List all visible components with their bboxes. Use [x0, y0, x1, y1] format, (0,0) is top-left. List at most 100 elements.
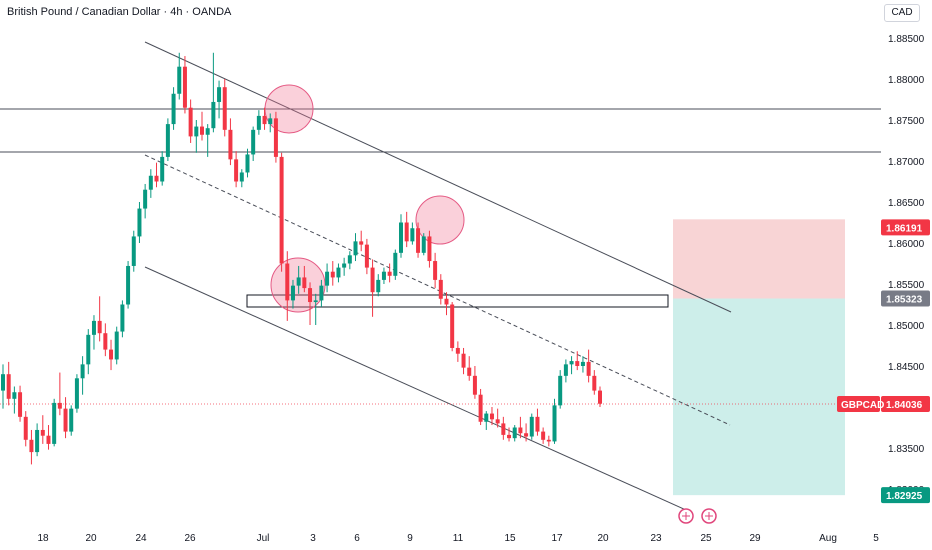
candle[interactable] — [114, 326, 119, 365]
candle[interactable] — [177, 52, 182, 100]
candle[interactable] — [478, 388, 483, 426]
candle[interactable] — [501, 416, 506, 440]
candle[interactable] — [535, 408, 540, 436]
candle[interactable] — [69, 405, 74, 436]
candle[interactable] — [222, 79, 227, 137]
candle[interactable] — [342, 257, 347, 276]
candle[interactable] — [148, 169, 153, 198]
candle[interactable] — [512, 425, 517, 442]
highlight-circle[interactable] — [415, 195, 465, 245]
candle[interactable] — [245, 148, 250, 178]
candle[interactable] — [569, 356, 574, 375]
candle[interactable] — [598, 386, 602, 408]
candle[interactable] — [359, 230, 364, 252]
candle[interactable] — [273, 111, 278, 163]
candle[interactable] — [63, 397, 68, 439]
candle[interactable] — [57, 372, 62, 416]
candle[interactable] — [131, 230, 136, 272]
candle[interactable] — [325, 263, 330, 293]
candle[interactable] — [484, 411, 489, 430]
candle[interactable] — [381, 267, 386, 284]
candle[interactable] — [467, 356, 472, 381]
candle[interactable] — [507, 427, 512, 442]
candle[interactable] — [109, 339, 114, 371]
candle[interactable] — [103, 323, 108, 357]
channel-lower-line[interactable] — [144, 266, 687, 511]
channel-upper-line[interactable] — [144, 41, 732, 313]
candle[interactable] — [404, 211, 409, 248]
candle[interactable] — [74, 374, 79, 413]
candle[interactable] — [524, 423, 529, 442]
candle[interactable] — [120, 300, 125, 338]
candle[interactable] — [438, 274, 443, 305]
candle[interactable] — [472, 366, 477, 399]
candle[interactable] — [217, 80, 222, 119]
candle[interactable] — [251, 126, 256, 161]
candle[interactable] — [552, 398, 557, 444]
candle[interactable] — [347, 251, 352, 270]
candle[interactable] — [137, 202, 142, 243]
candle[interactable] — [410, 222, 415, 245]
candle[interactable] — [268, 113, 273, 133]
candle[interactable] — [18, 385, 23, 422]
candle[interactable] — [387, 263, 392, 283]
candle[interactable] — [188, 99, 193, 143]
currency-button[interactable]: CAD — [884, 4, 920, 22]
candle[interactable] — [330, 261, 335, 286]
channel-midline[interactable] — [144, 154, 731, 426]
candle[interactable] — [211, 52, 216, 133]
candle[interactable] — [399, 214, 403, 258]
candle[interactable] — [541, 427, 546, 444]
candle[interactable] — [80, 356, 85, 395]
candle[interactable] — [421, 233, 426, 256]
candle[interactable] — [558, 370, 563, 409]
candle[interactable] — [308, 282, 313, 325]
candle[interactable] — [518, 416, 523, 439]
candle[interactable] — [586, 349, 591, 383]
candle[interactable] — [35, 423, 40, 457]
candle[interactable] — [427, 230, 432, 268]
candle[interactable] — [546, 435, 551, 447]
candle[interactable] — [495, 408, 500, 428]
candle[interactable] — [563, 359, 568, 383]
candle[interactable] — [1, 364, 5, 409]
candle[interactable] — [165, 118, 170, 161]
candle[interactable] — [52, 398, 57, 447]
economic-event-icon[interactable] — [701, 508, 717, 524]
candle[interactable] — [6, 361, 11, 406]
candle[interactable] — [416, 222, 421, 258]
candle[interactable] — [455, 341, 460, 362]
candle[interactable] — [154, 162, 159, 188]
candle[interactable] — [353, 233, 358, 262]
candle[interactable] — [450, 302, 455, 352]
candle[interactable] — [302, 265, 307, 293]
candle[interactable] — [444, 292, 449, 316]
candle[interactable] — [29, 429, 34, 465]
candle[interactable] — [279, 152, 284, 272]
candle[interactable] — [336, 263, 341, 283]
take-profit-zone[interactable] — [673, 298, 845, 496]
candle[interactable] — [171, 87, 176, 130]
support-zone-rectangle[interactable] — [246, 294, 669, 308]
candle[interactable] — [200, 111, 204, 141]
candle[interactable] — [296, 265, 301, 294]
candle[interactable] — [86, 329, 91, 375]
candle[interactable] — [489, 407, 494, 426]
candle[interactable] — [23, 411, 28, 447]
candle[interactable] — [143, 183, 148, 219]
candle[interactable] — [364, 238, 369, 275]
candle[interactable] — [12, 386, 17, 414]
candle[interactable] — [370, 259, 375, 317]
candle[interactable] — [319, 279, 324, 307]
candle[interactable] — [376, 274, 381, 297]
candle[interactable] — [262, 107, 267, 130]
candle[interactable] — [575, 351, 580, 371]
candle[interactable] — [97, 296, 102, 342]
stop-loss-zone[interactable] — [673, 219, 845, 299]
candle[interactable] — [40, 415, 45, 444]
economic-event-icon[interactable] — [678, 508, 694, 524]
candle[interactable] — [580, 356, 585, 373]
candle[interactable] — [285, 251, 290, 321]
candle[interactable] — [461, 347, 466, 375]
